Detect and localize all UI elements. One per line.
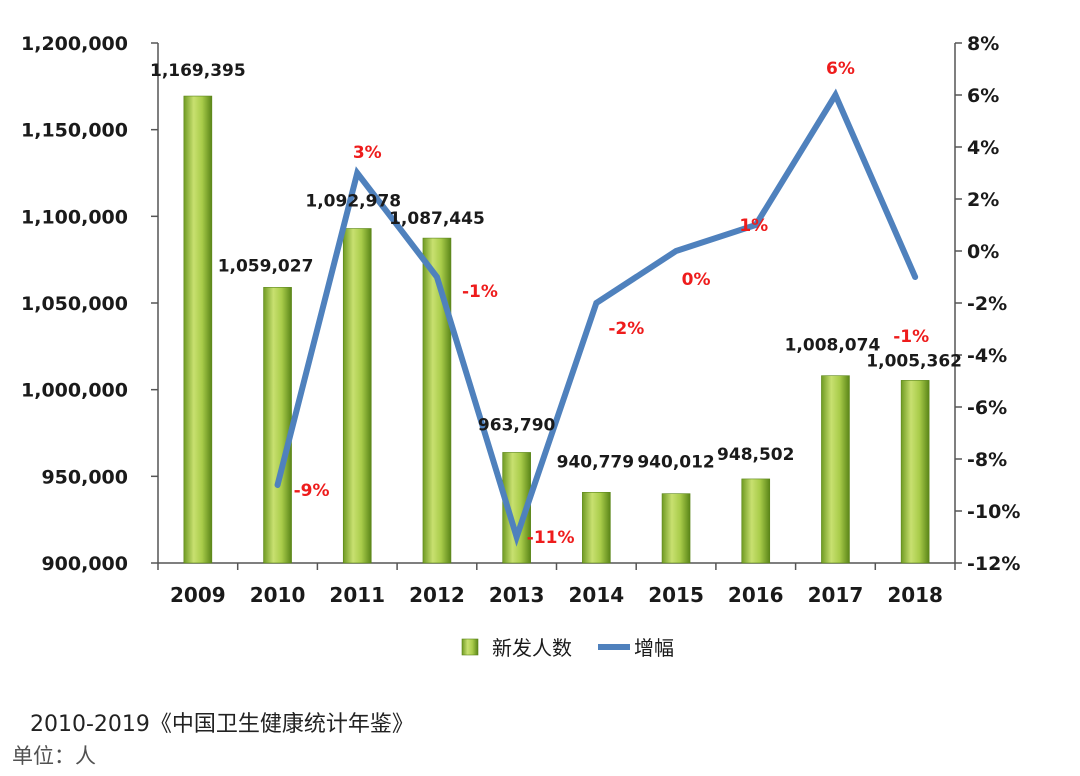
bar-2016 — [741, 478, 771, 564]
y-right-tick-label: -8% — [967, 449, 1007, 471]
axes: 900,000 950,000 1,000,000 1,050,000 1,100,00… — [21, 33, 1020, 607]
bar-2015 — [661, 493, 691, 564]
legend-bar-label: 新发人数 — [492, 636, 572, 660]
x-tick-label: 2010 — [250, 583, 306, 607]
bar-value-label: 963,790 — [478, 415, 556, 435]
growth-value-label: -11% — [527, 528, 575, 548]
growth-value-label: -1% — [893, 327, 929, 347]
bar-2017 — [821, 375, 850, 564]
bars — [183, 95, 930, 564]
x-tick-label: 2016 — [728, 583, 784, 607]
bar-value-label: 1,059,027 — [218, 256, 314, 276]
bar-value-label: 948,502 — [717, 445, 794, 465]
growth-point — [593, 300, 599, 306]
y-right-tick-label: -10% — [967, 501, 1020, 523]
growth-value-label: 1% — [739, 216, 768, 236]
y-right-tick-label: -6% — [967, 397, 1007, 419]
y-right-tick-label: 2% — [967, 189, 999, 211]
growth-line — [274, 88, 919, 547]
x-tick-label: 2011 — [329, 583, 385, 607]
y-left-tick-label: 1,050,000 — [21, 293, 128, 315]
growth-point — [434, 274, 440, 280]
unit-note: 单位：人 — [12, 744, 96, 768]
bar-2010 — [263, 287, 292, 564]
bar-2014 — [582, 492, 611, 564]
growth-value-label: 6% — [826, 59, 855, 79]
growth-value-label: 0% — [682, 270, 711, 290]
y-right-tick-label: -4% — [967, 345, 1007, 367]
legend: 新发人数 增幅 — [461, 636, 674, 660]
growth-point — [753, 222, 759, 228]
x-tick-label: 2018 — [887, 583, 943, 607]
growth-point — [275, 482, 281, 488]
growth-point — [514, 534, 520, 540]
bar-value-label: 940,779 — [557, 452, 634, 472]
bar-value-label: 1,092,978 — [305, 192, 401, 212]
source-note: 2010-2019《中国卫生健康统计年鉴》 — [30, 712, 414, 737]
growth-point — [354, 170, 360, 176]
bar-2012 — [422, 237, 452, 564]
y-left-tick-label: 1,200,000 — [21, 33, 128, 55]
growth-value-label: -1% — [462, 282, 498, 302]
growth-point — [832, 92, 838, 98]
bar-2018 — [900, 380, 930, 564]
growth-point — [673, 248, 679, 254]
y-right-tick-label: 4% — [967, 137, 999, 159]
x-tick-label: 2017 — [808, 583, 864, 607]
y-right-tick-label: -12% — [967, 553, 1020, 575]
y-left-tick-label: 900,000 — [41, 553, 128, 575]
growth-value-label: -9% — [294, 481, 330, 501]
y-left-tick-label: 950,000 — [41, 466, 128, 488]
chart: 900,000 950,000 1,000,000 1,050,000 1,100,00… — [21, 33, 1020, 660]
x-tick-label: 2009 — [170, 583, 226, 607]
y-right-tick-label: 0% — [967, 241, 999, 263]
bar-value-label: 940,012 — [637, 453, 714, 473]
bar-value-label: 1,005,362 — [866, 351, 962, 371]
x-tick-label: 2012 — [409, 583, 465, 607]
bar-value-label: 1,087,445 — [389, 209, 485, 229]
y-right-tick-label: 8% — [967, 33, 999, 55]
x-tick-label: 2014 — [569, 583, 625, 607]
legend-bar-swatch — [461, 638, 479, 656]
y-right-tick-label: -2% — [967, 293, 1007, 315]
x-tick-label: 2015 — [648, 583, 704, 607]
bar-2009 — [183, 95, 213, 564]
legend-line-label: 增幅 — [634, 636, 674, 660]
growth-point — [912, 274, 918, 280]
y-left-tick-label: 1,150,000 — [21, 120, 128, 142]
growth-value-label: -2% — [608, 319, 644, 339]
bar-value-label: 1,169,395 — [150, 61, 246, 81]
y-left-tick-label: 1,100,000 — [21, 206, 128, 228]
y-right-tick-label: 6% — [967, 85, 999, 107]
bar-2011 — [342, 228, 372, 564]
growth-value-label: 3% — [353, 143, 382, 163]
y-left-tick-label: 1,000,000 — [21, 380, 128, 402]
bar-value-label: 1,008,074 — [785, 336, 881, 356]
x-tick-label: 2013 — [489, 583, 545, 607]
